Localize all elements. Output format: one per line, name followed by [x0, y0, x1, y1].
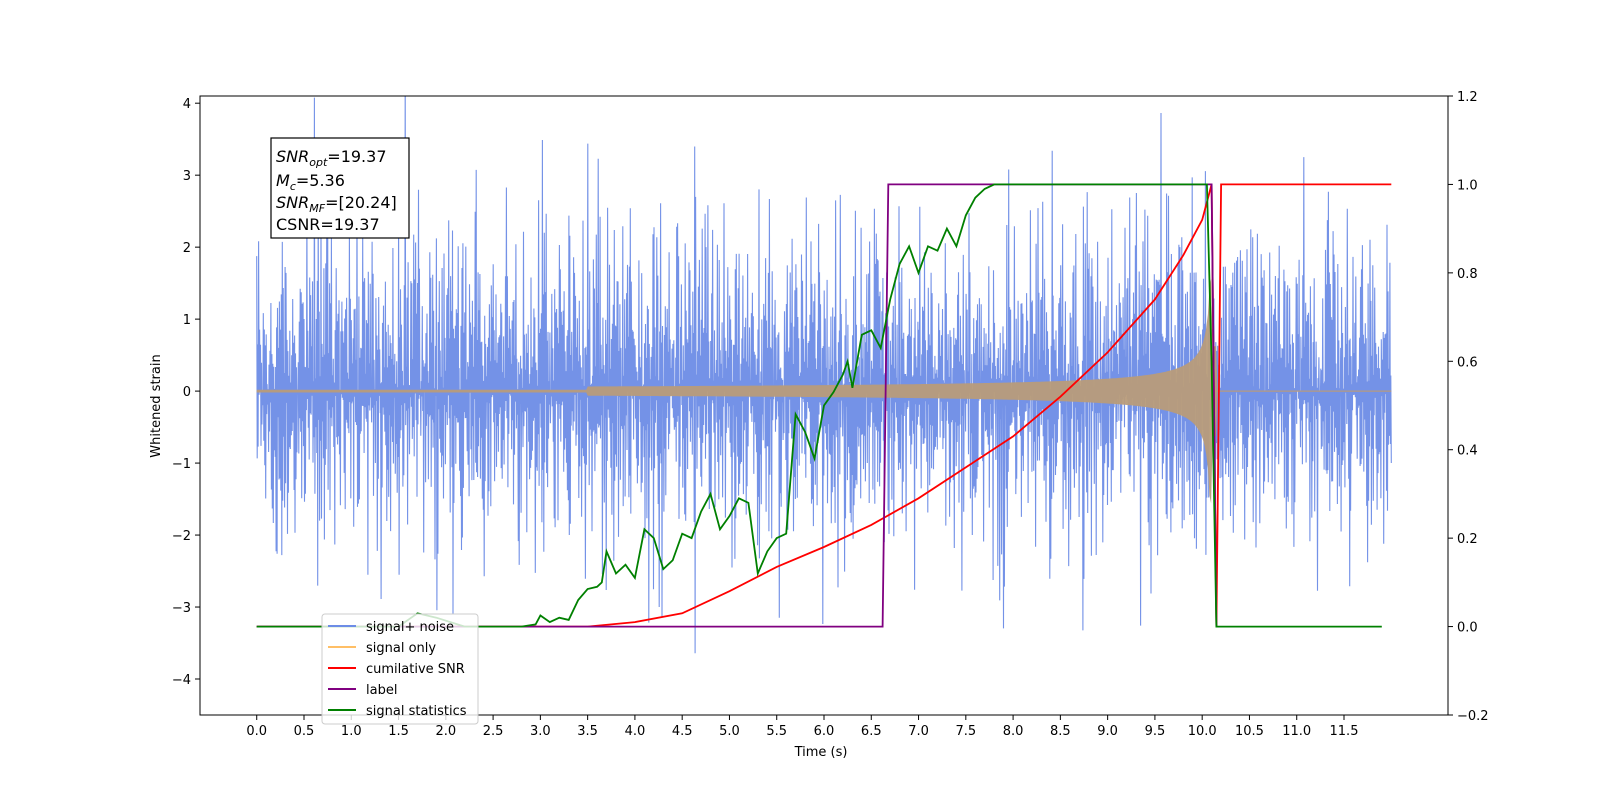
x-tick-label: 8.5 [1050, 724, 1071, 739]
x-tick-label: 11.5 [1330, 724, 1359, 739]
x-axis-ticks: 0.0 0.5 1.0 1.5 2.0 2.5 3.0 3.5 4.0 4.5 5.0 5.5 6.0 6… [246, 715, 1358, 739]
x-tick-label: 11.0 [1282, 724, 1311, 739]
x-tick-label: 5.5 [766, 724, 787, 739]
legend: signal+ noise signal only cumilative SNR la… [321, 613, 479, 725]
annotation-csnr: CSNR=19.37 [276, 215, 380, 234]
x-axis-label: Time (s) [794, 745, 848, 760]
x-tick-label: 5.0 [719, 724, 740, 739]
y-tick-label: 0 [183, 385, 191, 400]
y2-tick-label: 1.0 [1457, 178, 1478, 193]
x-tick-label: 6.0 [814, 724, 835, 739]
y2-tick-label: 0.4 [1457, 444, 1478, 459]
y-tick-label: −4 [172, 673, 191, 688]
x-tick-label: 2.5 [483, 724, 504, 739]
x-tick-label: 0.5 [294, 724, 315, 739]
y-tick-label: 2 [183, 241, 191, 256]
x-tick-label: 9.5 [1145, 724, 1166, 739]
x-tick-label: 1.5 [388, 724, 409, 739]
x-tick-label: 9.0 [1097, 724, 1118, 739]
y2-tick-label: 0.0 [1457, 621, 1478, 636]
legend-label: signal only [366, 641, 436, 656]
x-tick-label: 10.0 [1188, 724, 1217, 739]
y-tick-label: −3 [172, 601, 191, 616]
y-tick-label: 3 [183, 169, 191, 184]
y-tick-label: −1 [172, 457, 191, 472]
series-layer [256, 96, 1392, 654]
x-tick-label: 4.0 [625, 724, 646, 739]
x-tick-label: 3.0 [530, 724, 551, 739]
y-tick-label: 1 [183, 313, 191, 328]
y2-tick-label: 0.2 [1457, 532, 1478, 547]
y2-tick-label: 0.8 [1457, 267, 1478, 282]
legend-label: signal+ noise [366, 620, 454, 635]
annotation-box: SNRopt=19.37 Mc=5.36 SNRMF=[20.24] CSNR=… [270, 137, 410, 239]
y-axis-ticks: 4 3 2 1 0 −1 −2 −3 −4 [172, 97, 200, 688]
legend-label: signal statistics [366, 704, 467, 719]
y2-tick-label: −0.2 [1457, 709, 1489, 724]
x-tick-label: 2.0 [435, 724, 456, 739]
legend-label: label [366, 683, 397, 698]
x-tick-label: 0.0 [246, 724, 267, 739]
y-tick-label: −2 [172, 529, 191, 544]
y2-tick-label: 0.6 [1457, 355, 1478, 370]
annotation-snr-opt: SNRopt=19.37 [276, 147, 387, 169]
y-tick-label: 4 [183, 97, 191, 112]
x-tick-label: 6.5 [861, 724, 882, 739]
x-tick-label: 8.0 [1003, 724, 1024, 739]
annotation-snr-mf: SNRMF=[20.24] [276, 193, 397, 215]
x-tick-label: 7.5 [955, 724, 976, 739]
y-axis-label: Whitened strain [149, 354, 164, 457]
x-tick-label: 3.5 [577, 724, 598, 739]
y2-axis-ticks: 1.2 1.0 0.8 0.6 0.4 0.2 0.0 −0.2 [1448, 90, 1489, 724]
x-tick-label: 4.5 [672, 724, 693, 739]
x-tick-label: 1.0 [341, 724, 362, 739]
series-line-signal-noise [256, 96, 1392, 654]
x-tick-label: 7.0 [908, 724, 929, 739]
series-line-signal-statistics [256, 183, 1382, 628]
x-tick-label: 10.5 [1235, 724, 1264, 739]
series-area-signal-only [256, 278, 1392, 504]
legend-label: cumilative SNR [366, 662, 465, 677]
legend-frame [321, 613, 479, 725]
y2-tick-label: 1.2 [1457, 90, 1478, 105]
annotation-chirp-mass: Mc=5.36 [276, 171, 345, 193]
